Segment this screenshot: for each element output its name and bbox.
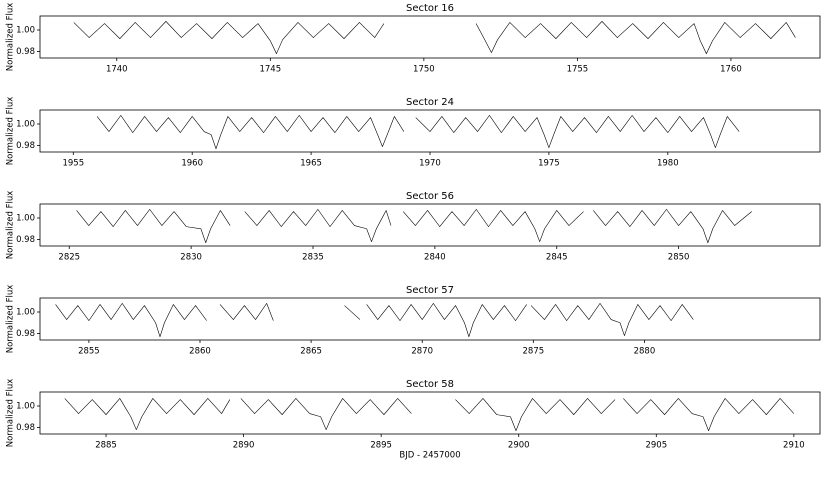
y-tick-label: 1.00 (16, 214, 35, 224)
y-axis-label: Normalized Flux (6, 97, 16, 166)
x-tick-label: 1740 (106, 65, 128, 75)
y-tick-label: 0.98 (16, 47, 35, 57)
x-tick-label: 2870 (411, 347, 433, 357)
panel-title: Sector 16 (406, 3, 454, 14)
x-tick-label: 1755 (567, 65, 589, 75)
x-axis-label: BJD - 2457000 (399, 451, 460, 461)
x-tick-label: 1745 (259, 65, 281, 75)
x-tick-label: 1980 (657, 159, 679, 169)
flux-line (55, 303, 694, 338)
plot-frame (39, 203, 821, 247)
y-tick-label: 1.00 (16, 26, 35, 36)
y-axis-label: Normalized Flux (6, 3, 16, 72)
x-tick-label: 2825 (58, 253, 80, 263)
flux-line (64, 398, 795, 432)
x-tick-label: 1960 (181, 159, 203, 169)
x-tick-label: 2910 (783, 441, 805, 451)
x-tick-label: 2890 (233, 441, 255, 451)
y-axis-label: Normalized Flux (6, 191, 16, 260)
x-tick-label: 2865 (300, 347, 322, 357)
x-tick-label: 2880 (634, 347, 656, 357)
flux-line (96, 115, 740, 150)
x-tick-label: 2895 (370, 441, 392, 451)
plot-frame (39, 297, 821, 341)
x-tick-label: 1955 (62, 159, 84, 169)
flux-line (73, 21, 796, 54)
flux-line (76, 209, 752, 244)
x-tick-label: 2855 (78, 347, 100, 357)
panel-title: Sector 24 (406, 97, 454, 108)
panel-title: Sector 57 (406, 285, 454, 296)
x-tick-label: 2830 (180, 253, 202, 263)
x-tick-label: 2860 (189, 347, 211, 357)
x-tick-label: 1750 (413, 65, 435, 75)
x-tick-label: 2900 (508, 441, 530, 451)
y-axis-label: Normalized Flux (6, 285, 16, 354)
x-tick-label: 2905 (645, 441, 667, 451)
panel-title: Sector 58 (406, 379, 454, 390)
x-tick-label: 1970 (419, 159, 441, 169)
x-tick-label: 2885 (95, 441, 117, 451)
x-tick-label: 2875 (523, 347, 545, 357)
y-axis-label: Normalized Flux (6, 379, 16, 448)
x-tick-label: 2845 (546, 253, 568, 263)
y-tick-label: 1.00 (16, 308, 35, 318)
y-tick-label: 0.98 (16, 329, 35, 339)
x-tick-label: 1975 (538, 159, 560, 169)
y-tick-label: 1.00 (16, 120, 35, 130)
panel-title: Sector 56 (406, 191, 454, 202)
y-tick-label: 1.00 (16, 402, 35, 412)
x-tick-label: 2850 (668, 253, 690, 263)
plot-frame (39, 109, 821, 153)
y-tick-label: 0.98 (16, 423, 35, 433)
plot-frame (39, 15, 821, 59)
x-tick-label: 1760 (720, 65, 742, 75)
x-tick-label: 2835 (302, 253, 324, 263)
y-tick-label: 0.98 (16, 141, 35, 151)
y-tick-label: 0.98 (16, 235, 35, 245)
x-tick-label: 1965 (300, 159, 322, 169)
x-tick-label: 2840 (424, 253, 446, 263)
plot-frame (39, 391, 821, 435)
